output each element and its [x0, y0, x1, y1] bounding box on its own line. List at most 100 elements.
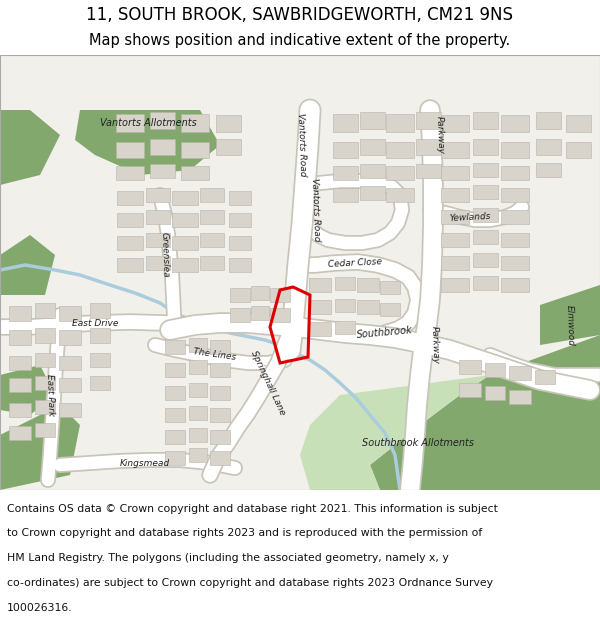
Bar: [359, 111, 385, 129]
Bar: [415, 139, 440, 155]
Text: Southbrook Allotments: Southbrook Allotments: [362, 438, 474, 448]
Bar: [149, 164, 175, 178]
Bar: [172, 236, 198, 250]
Polygon shape: [0, 235, 55, 295]
Text: Yewlands: Yewlands: [449, 211, 491, 222]
Bar: [116, 114, 144, 132]
Bar: [501, 210, 529, 224]
Bar: [116, 166, 144, 180]
Bar: [501, 188, 529, 202]
Bar: [357, 300, 379, 314]
Bar: [415, 111, 440, 129]
Bar: [386, 114, 414, 132]
Text: Contains OS data © Crown copyright and database right 2021. This information is : Contains OS data © Crown copyright and d…: [7, 504, 498, 514]
Bar: [189, 383, 207, 397]
Bar: [35, 353, 55, 367]
Bar: [59, 306, 81, 321]
Bar: [189, 406, 207, 420]
Bar: [473, 111, 497, 129]
Bar: [501, 114, 529, 131]
Bar: [117, 213, 143, 227]
Bar: [149, 139, 175, 155]
Bar: [35, 302, 55, 318]
Bar: [473, 185, 497, 199]
Bar: [210, 386, 230, 400]
Bar: [181, 142, 209, 158]
Bar: [441, 278, 469, 292]
Bar: [309, 300, 331, 314]
Text: Parkway: Parkway: [430, 326, 440, 364]
Bar: [501, 142, 529, 158]
Bar: [441, 166, 469, 180]
Bar: [270, 288, 290, 302]
Bar: [441, 233, 469, 247]
Text: 11, SOUTH BROOK, SAWBRIDGEWORTH, CM21 9NS: 11, SOUTH BROOK, SAWBRIDGEWORTH, CM21 9N…: [86, 6, 514, 24]
Bar: [230, 308, 250, 322]
Polygon shape: [0, 365, 55, 415]
Text: HM Land Registry. The polygons (including the associated geometry, namely x, y: HM Land Registry. The polygons (includin…: [7, 554, 449, 564]
Bar: [459, 383, 481, 397]
Bar: [485, 363, 505, 377]
Bar: [9, 356, 31, 370]
Polygon shape: [0, 110, 60, 185]
Bar: [386, 142, 414, 158]
Polygon shape: [370, 335, 600, 490]
Bar: [441, 210, 469, 224]
Bar: [210, 340, 230, 354]
Text: Greenslea: Greenslea: [160, 232, 170, 278]
Bar: [146, 233, 170, 247]
Text: Vantorts Allotments: Vantorts Allotments: [100, 118, 196, 128]
Bar: [459, 360, 481, 374]
Bar: [9, 306, 31, 321]
Bar: [165, 451, 185, 465]
Bar: [441, 256, 469, 270]
Bar: [9, 378, 31, 392]
Bar: [210, 430, 230, 444]
Bar: [90, 353, 110, 367]
Bar: [9, 403, 31, 417]
Bar: [473, 208, 497, 222]
Bar: [146, 256, 170, 270]
Bar: [90, 328, 110, 342]
Text: East Drive: East Drive: [72, 319, 118, 328]
Bar: [117, 258, 143, 272]
Bar: [270, 308, 290, 322]
Text: Map shows position and indicative extent of the property.: Map shows position and indicative extent…: [89, 33, 511, 48]
Bar: [229, 236, 251, 250]
Text: Parkway: Parkway: [435, 116, 445, 154]
Bar: [501, 166, 529, 180]
Bar: [165, 430, 185, 444]
Bar: [441, 188, 469, 202]
Bar: [35, 328, 55, 342]
Bar: [146, 188, 170, 202]
Bar: [172, 191, 198, 205]
Bar: [501, 278, 529, 292]
Bar: [165, 340, 185, 354]
Bar: [386, 188, 414, 202]
Bar: [380, 302, 400, 316]
Text: Cedar Close: Cedar Close: [328, 257, 382, 269]
Bar: [210, 451, 230, 465]
Bar: [172, 213, 198, 227]
Bar: [200, 188, 224, 202]
Bar: [215, 114, 241, 131]
Bar: [566, 142, 590, 158]
Text: Vantorts Road: Vantorts Road: [310, 178, 322, 242]
Bar: [35, 400, 55, 414]
Text: East Park: East Park: [45, 374, 55, 416]
Bar: [59, 356, 81, 370]
Bar: [309, 322, 331, 336]
Bar: [35, 423, 55, 437]
Bar: [117, 191, 143, 205]
Bar: [536, 163, 560, 177]
Bar: [117, 236, 143, 250]
Bar: [380, 281, 400, 294]
Bar: [359, 164, 385, 178]
Text: to Crown copyright and database rights 2023 and is reproduced with the permissio: to Crown copyright and database rights 2…: [7, 529, 482, 539]
Bar: [359, 186, 385, 200]
Bar: [90, 376, 110, 390]
Bar: [59, 329, 81, 344]
Bar: [332, 114, 358, 132]
Text: Kingsmead: Kingsmead: [120, 459, 170, 468]
Bar: [229, 213, 251, 227]
